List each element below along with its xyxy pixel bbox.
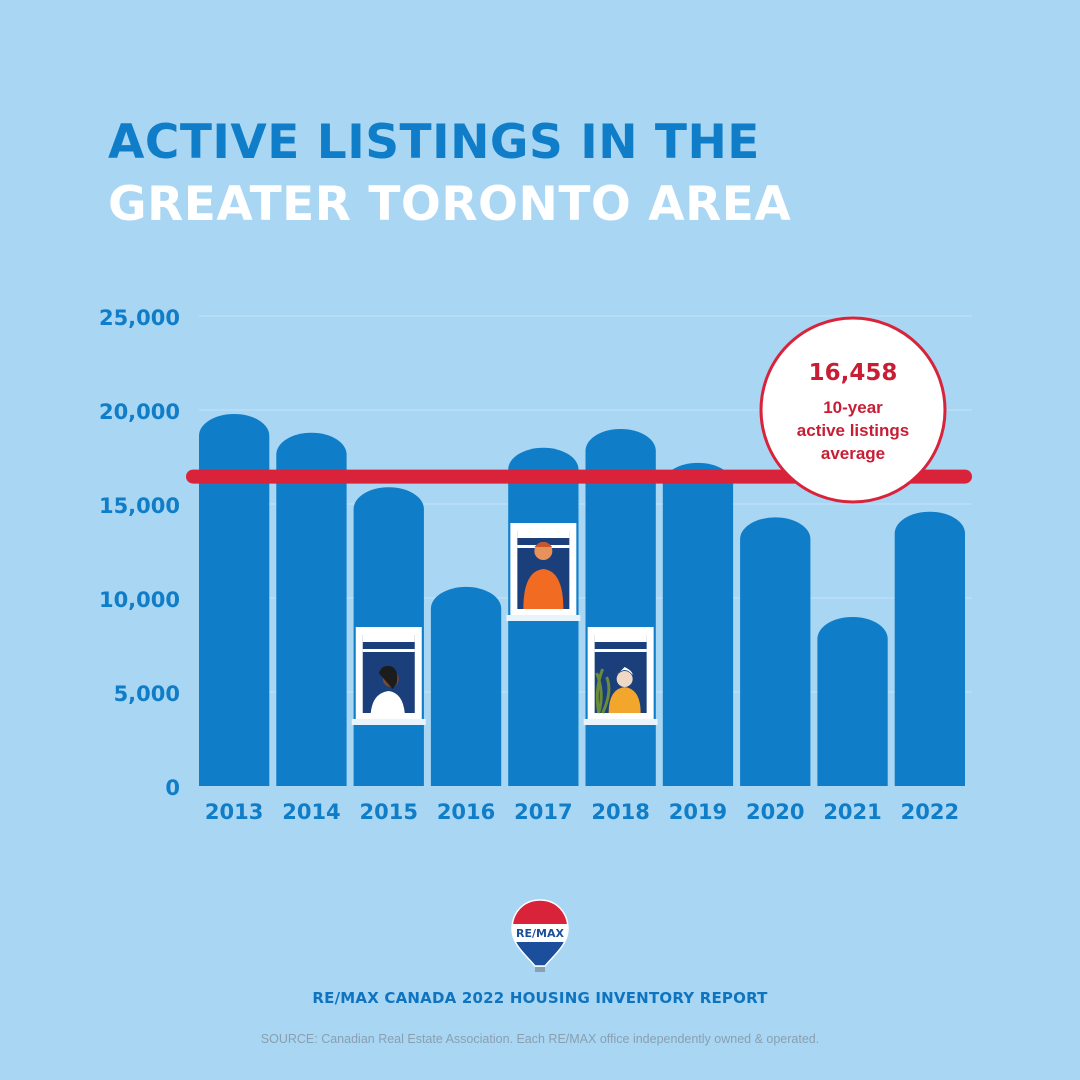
- title-line-1: ACTIVE LISTINGS IN THE: [108, 115, 760, 170]
- x-tick-label: 2019: [669, 800, 727, 824]
- page-title: ACTIVE LISTINGS IN THE GREATER TORONTO A…: [108, 112, 791, 236]
- bar-2020: [740, 517, 811, 786]
- x-tick-label: 2015: [360, 800, 418, 824]
- x-tick-label: 2013: [205, 800, 263, 824]
- average-callout: [759, 316, 947, 504]
- bar-2016: [430, 586, 502, 786]
- x-tick-label: 2014: [282, 800, 340, 824]
- report-name: RE/MAX CANADA 2022 HOUSING INVENTORY REP…: [312, 989, 768, 1007]
- bar-2014: [276, 432, 347, 786]
- window-2017: [506, 523, 581, 621]
- average-line-group: 16,458 10-year active listings average: [186, 316, 972, 504]
- average-value: 16,458: [809, 360, 898, 386]
- window-2018: [583, 627, 658, 725]
- logo-text: RE/MAX: [516, 927, 564, 940]
- window-2015: [351, 627, 426, 725]
- y-tick-label: 25,000: [99, 306, 180, 330]
- y-tick-label: 15,000: [99, 494, 180, 518]
- y-axis: 0 5,000 10,000 15,000 20,000 25,000: [99, 306, 180, 800]
- x-tick-label: 2018: [591, 800, 649, 824]
- x-axis: 2013 2014 2015 2016 2017 2018 2019 2020 2021 2022: [205, 800, 959, 824]
- bar-2021: [817, 616, 888, 786]
- y-tick-label: 10,000: [99, 588, 180, 612]
- title-line-2: GREATER TORONTO AREA: [108, 177, 792, 232]
- window-illustrations: [351, 523, 658, 725]
- bars: [199, 413, 965, 786]
- remax-balloon-logo: RE/MAX: [511, 899, 569, 972]
- x-tick-label: 2016: [437, 800, 495, 824]
- bar-2013: [199, 413, 270, 786]
- bar-2019: [662, 462, 734, 786]
- y-tick-label: 20,000: [99, 400, 180, 424]
- source-note: SOURCE: Canadian Real Estate Association…: [260, 1032, 820, 1046]
- y-tick-label: 0: [165, 776, 180, 800]
- x-tick-label: 2020: [746, 800, 804, 824]
- bar-2022: [894, 511, 965, 786]
- average-label-line: 10-year: [823, 398, 883, 417]
- average-label-line: active listings: [797, 421, 909, 440]
- x-tick-label: 2022: [901, 800, 959, 824]
- x-tick-label: 2017: [514, 800, 572, 824]
- average-label-line: average: [821, 444, 885, 463]
- x-tick-label: 2021: [823, 800, 881, 824]
- y-tick-label: 5,000: [114, 682, 180, 706]
